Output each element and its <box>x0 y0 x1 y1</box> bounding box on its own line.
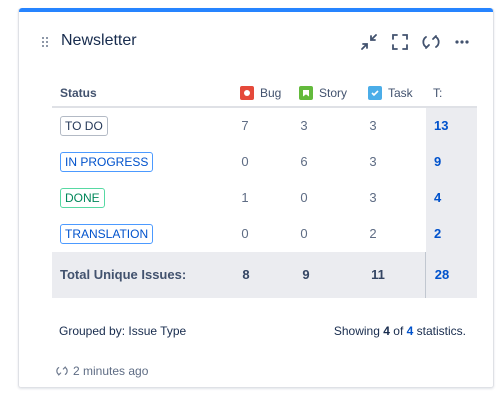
story-header-label: Story <box>319 86 348 100</box>
minimize-button[interactable] <box>360 33 378 51</box>
refresh-icon <box>56 366 68 376</box>
grouped-by-text: Grouped by: Issue Type <box>59 324 187 338</box>
table-row: TO DO 7 3 3 13 <box>52 108 477 144</box>
total-column-bg <box>426 144 477 180</box>
more-icon <box>455 40 469 44</box>
showing-mid: of <box>389 324 407 338</box>
bug-count[interactable]: 1 <box>241 190 249 205</box>
bug-count[interactable]: 0 <box>241 154 249 169</box>
gadget-accent-bar <box>19 8 493 12</box>
showing-prefix: Showing <box>333 324 384 338</box>
table-row: TRANSLATION 0 0 2 2 <box>52 216 477 252</box>
showing-total: 4 <box>406 324 414 338</box>
refresh-icon <box>422 35 440 49</box>
drag-handle-icon[interactable] <box>42 37 50 49</box>
story-column-header[interactable]: Story <box>299 86 347 100</box>
last-updated-text: 2 minutes ago <box>73 364 149 378</box>
status-lozenge-translation[interactable]: TRANSLATION <box>60 224 154 244</box>
bug-header-label: Bug <box>260 86 282 100</box>
grand-total[interactable]: 28 <box>434 267 450 282</box>
total-column-header[interactable]: T: <box>433 86 443 100</box>
totals-label: Total Unique Issues: <box>60 267 187 282</box>
minimize-icon <box>361 34 377 50</box>
task-count[interactable]: 2 <box>369 226 377 241</box>
status-lozenge-in-progress[interactable]: IN PROGRESS <box>60 152 154 172</box>
row-total[interactable]: 9 <box>434 154 442 169</box>
gadget-actions <box>360 33 471 51</box>
row-total[interactable]: 2 <box>434 226 442 241</box>
bug-count[interactable]: 7 <box>241 118 249 133</box>
task-count[interactable]: 3 <box>369 118 377 133</box>
total-column-bg <box>426 216 477 252</box>
story-icon <box>299 86 313 100</box>
showing-count: 4 <box>383 324 390 338</box>
status-lozenge-todo[interactable]: TO DO <box>60 116 108 136</box>
story-count[interactable]: 6 <box>300 154 308 169</box>
status-column-header[interactable]: Status <box>60 86 97 100</box>
bug-icon <box>240 86 254 100</box>
totals-divider <box>425 252 426 298</box>
story-count[interactable]: 0 <box>300 226 308 241</box>
showing-suffix: statistics. <box>413 324 466 338</box>
bug-total[interactable]: 8 <box>242 267 250 282</box>
task-header-label: Task <box>388 86 413 100</box>
story-count[interactable]: 3 <box>300 118 308 133</box>
total-column-bg <box>426 180 477 216</box>
fullscreen-icon <box>392 34 408 50</box>
story-count[interactable]: 0 <box>300 190 308 205</box>
task-count[interactable]: 3 <box>369 154 377 169</box>
story-total[interactable]: 9 <box>302 267 310 282</box>
fullscreen-button[interactable] <box>391 33 409 51</box>
table-row: DONE 1 0 3 4 <box>52 180 477 216</box>
task-column-header[interactable]: Task <box>368 86 413 100</box>
refresh-button[interactable] <box>422 33 440 51</box>
statistics-table: Status Bug Story Task T: TO DO 7 3 3 <box>52 82 477 298</box>
table-header: Status Bug Story Task T: <box>52 82 477 108</box>
status-lozenge-done[interactable]: DONE <box>60 188 105 208</box>
totals-row: Total Unique Issues: 8 9 11 28 <box>52 252 477 298</box>
row-total[interactable]: 13 <box>434 118 449 133</box>
task-icon <box>368 86 382 100</box>
task-count[interactable]: 3 <box>369 190 377 205</box>
last-updated: 2 minutes ago <box>56 364 148 378</box>
task-total[interactable]: 11 <box>371 267 385 282</box>
bug-column-header[interactable]: Bug <box>240 86 281 100</box>
gadget-title: Newsletter <box>61 32 137 49</box>
more-button[interactable] <box>453 33 471 51</box>
bug-count[interactable]: 0 <box>241 226 249 241</box>
total-column-bg <box>426 108 477 144</box>
showing-statistics-text: Showing 4 of 4 statistics. <box>334 324 466 338</box>
row-total[interactable]: 4 <box>434 190 442 205</box>
newsletter-gadget: Newsletter Status Bug <box>18 8 494 388</box>
table-row: IN PROGRESS 0 6 3 9 <box>52 144 477 180</box>
